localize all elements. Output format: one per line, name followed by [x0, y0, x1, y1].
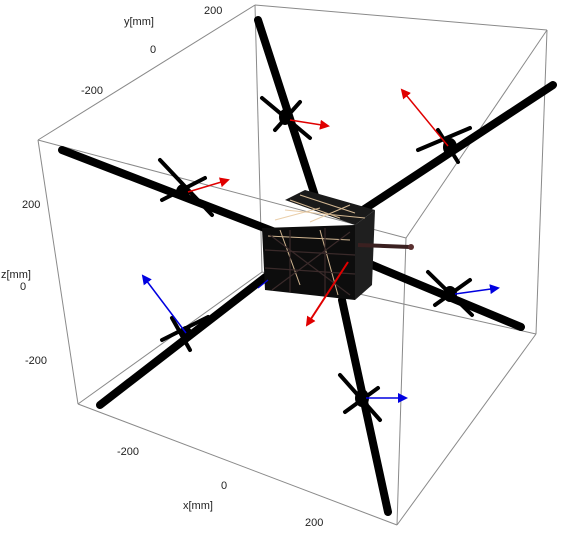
y-axis-label: y[mm] — [124, 16, 154, 28]
x-tick-label: 0 — [221, 480, 227, 492]
x-tick-label: -200 — [117, 446, 139, 458]
blue-arrow — [455, 288, 498, 294]
arm-left — [62, 150, 275, 232]
y-tick-label: -200 — [81, 85, 103, 97]
z-tick-label: -200 — [25, 355, 47, 367]
y-tick-label: 200 — [204, 5, 222, 17]
central-frame — [262, 190, 414, 300]
red-arrow — [402, 90, 448, 146]
x-tick-label: 200 — [305, 517, 323, 529]
z-tick-label: 200 — [22, 199, 40, 211]
arm-right — [365, 262, 521, 327]
blue-arrow — [143, 276, 186, 333]
y-tick-label: 0 — [150, 44, 156, 56]
z-tick-label: 0 — [20, 281, 26, 293]
x-axis-label: x[mm] — [183, 500, 213, 512]
z-axis-label: z[mm] — [1, 269, 31, 281]
rotor-front-left — [162, 317, 208, 350]
z-axis: z[mm] 200 0 -200 — [1, 199, 47, 367]
y-axis: y[mm] 200 0 -200 — [81, 5, 222, 97]
